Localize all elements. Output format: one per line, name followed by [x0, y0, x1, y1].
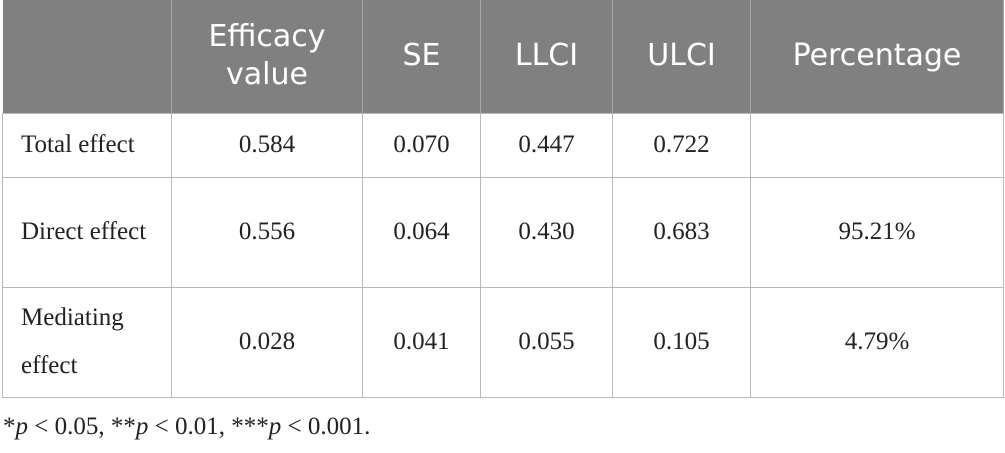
header-cell: SE	[362, 0, 481, 113]
data-table: Efficacy value SE LLCI ULCI Percentage Total…	[2, 0, 1004, 398]
header-row: Efficacy value SE LLCI ULCI Percentage	[2, 0, 1004, 113]
footnote-part: < 0.001.	[281, 413, 371, 440]
cell: 0.430	[480, 176, 613, 288]
row-label: Total effect	[2, 112, 172, 178]
cell: 4.79%	[750, 286, 1004, 398]
cell: 0.722	[612, 112, 751, 178]
cell: 0.447	[480, 112, 613, 178]
table-row: Total effect 0.584 0.070 0.447 0.722	[2, 112, 1004, 178]
footnote: *p < 0.05, **p < 0.01, ***p < 0.001.	[3, 413, 370, 441]
cell: 0.070	[362, 112, 481, 178]
cell: 95.21%	[750, 176, 1004, 288]
empty-cell	[750, 112, 1004, 178]
footnote-part: *	[3, 413, 16, 440]
table-row: Direct effect 0.556 0.064 0.430 0.683 95.21%	[2, 176, 1004, 288]
cell: 0.556	[171, 176, 363, 288]
cell: 0.055	[480, 286, 613, 398]
table-body: Total effect 0.584 0.070 0.447 0.722 Direct e…	[2, 112, 1004, 398]
footnote-part: < 0.01, ***	[148, 413, 269, 440]
row-label: Mediating effect	[2, 286, 172, 398]
row-label: Direct effect	[2, 176, 172, 288]
footnote-part: p	[135, 413, 149, 440]
header-cell: Percentage	[750, 0, 1004, 113]
header-cell	[2, 0, 172, 113]
cell: 0.105	[612, 286, 751, 398]
cell: 0.041	[362, 286, 481, 398]
header-cell: ULCI	[612, 0, 751, 113]
table-row: Mediating effect 0.028 0.041 0.055 0.105 4.79…	[2, 286, 1004, 398]
cell: 0.028	[171, 286, 363, 398]
cell: 0.683	[612, 176, 751, 288]
footnote-part: p	[15, 413, 29, 440]
footnote-part: < 0.05, **	[28, 413, 136, 440]
header-cell: LLCI	[480, 0, 613, 113]
cell: 0.584	[171, 112, 363, 178]
cell: 0.064	[362, 176, 481, 288]
header-cell: Efficacy value	[171, 0, 363, 113]
footnote-part: p	[268, 413, 282, 440]
